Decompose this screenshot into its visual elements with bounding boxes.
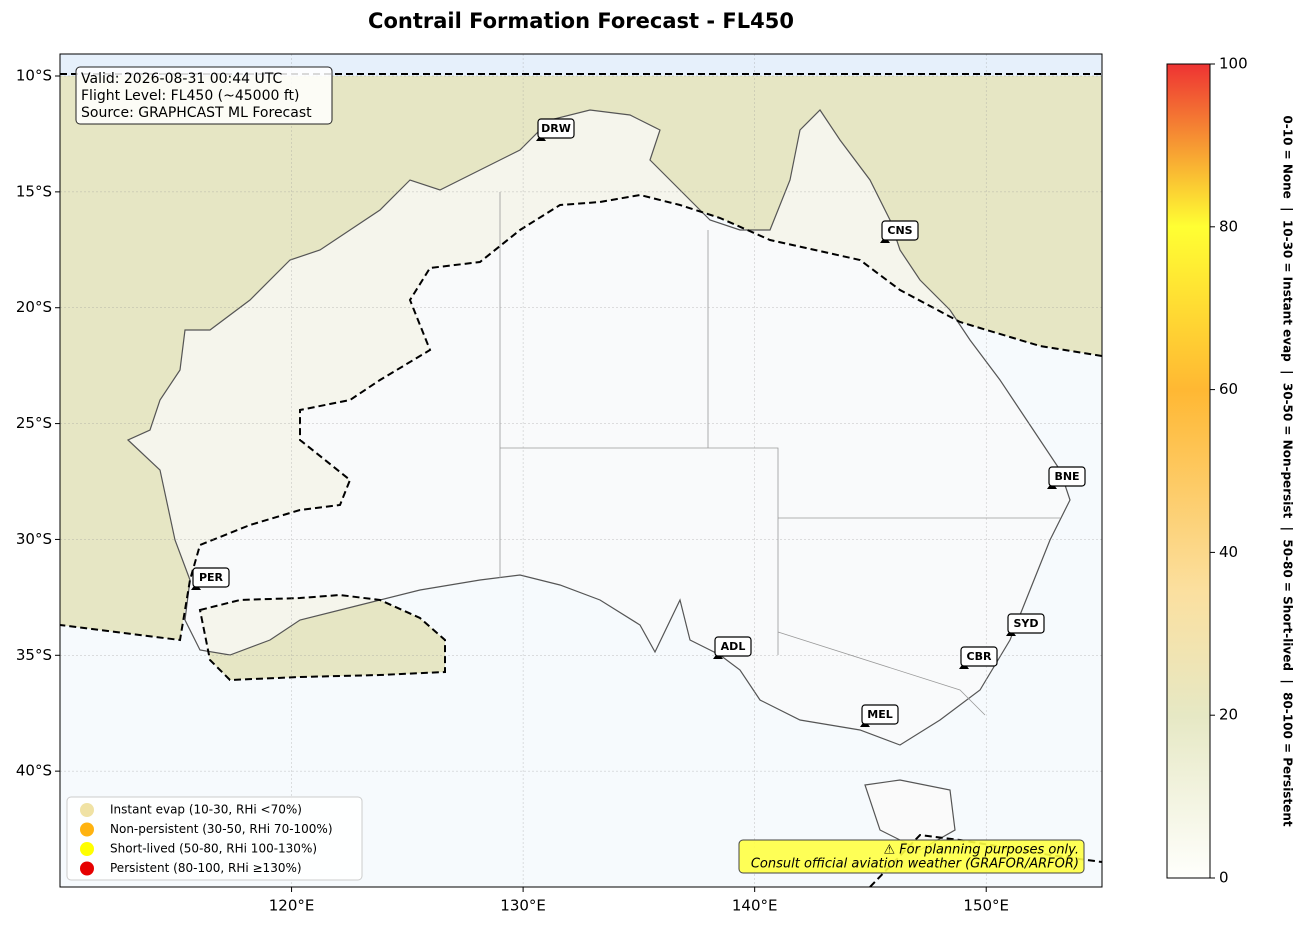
colorbar: 0-10 = None | 10-30 = Instant evap | 30-… bbox=[1166, 55, 1295, 887]
airports: DRW CNS BNE PER ADL SYD CBR MEL bbox=[191, 118, 1086, 727]
airport-label: CBR bbox=[967, 650, 992, 663]
colorbar-tick-label: 100 bbox=[1219, 55, 1248, 73]
y-tick-label: 35°S bbox=[16, 646, 52, 664]
info-line: Flight Level: FL450 (~45000 ft) bbox=[81, 88, 300, 104]
map-frame bbox=[59, 53, 1103, 888]
disclaimer-line: Consult official aviation weather (GRAFO… bbox=[751, 857, 1079, 872]
airport-label: SYD bbox=[1013, 617, 1038, 630]
x-tick-label: 120°E bbox=[269, 897, 315, 915]
title: Contrail Formation Forecast - FL450 bbox=[368, 9, 794, 33]
airport-label-box bbox=[881, 220, 919, 241]
colorbar-tick-label: 20 bbox=[1219, 706, 1238, 724]
x-tick-label: 140°E bbox=[732, 897, 778, 915]
legend-swatch bbox=[80, 822, 94, 837]
disclaimer-line: ⚠ For planning purposes only. bbox=[884, 843, 1080, 858]
airport-label: ADL bbox=[721, 640, 746, 653]
legend-swatch bbox=[80, 861, 94, 876]
axes: 120°E 130°E 140°E 150°E 10°S 15°S 20°S 25°S 30°S… bbox=[16, 67, 1009, 915]
info-box-frame bbox=[75, 66, 333, 125]
airport-label: DRW bbox=[541, 122, 571, 135]
airport-label: CNS bbox=[887, 224, 912, 237]
coastline bbox=[126, 109, 1071, 746]
y-tick-label: 20°S bbox=[16, 298, 52, 316]
airport-label-box bbox=[192, 567, 230, 588]
info-box: Valid: 2026-08-31 00:44 UTC Flight Level… bbox=[75, 66, 333, 125]
airport-label-box bbox=[714, 636, 752, 657]
tasmania bbox=[864, 779, 956, 851]
info-line: Source: GRAPHCAST ML Forecast bbox=[81, 105, 312, 121]
state-borders bbox=[499, 192, 1060, 716]
legend-swatch bbox=[80, 803, 94, 817]
legend-swatch bbox=[80, 842, 94, 856]
airport-label-box bbox=[960, 646, 998, 667]
y-tick-label: 25°S bbox=[16, 414, 52, 432]
legend-label: Short-lived (50-80, RHi 100-130%) bbox=[110, 842, 317, 856]
colorbar-label: 0-10 = None | 10-30 = Instant evap | 30-… bbox=[1281, 115, 1295, 826]
legend-label: Non-persistent (30-50, RHi 70-100%) bbox=[110, 822, 333, 836]
disclaimer: ⚠ For planning purposes only. Consult of… bbox=[738, 839, 1085, 874]
y-tick-label: 10°S bbox=[16, 67, 52, 85]
colorbar-tick-label: 80 bbox=[1219, 217, 1238, 235]
airport-label-box bbox=[537, 118, 575, 139]
contour-line bbox=[60, 73, 1102, 887]
legend-label: Instant evap (10-30, RHi <70%) bbox=[110, 803, 302, 817]
airport-label: BNE bbox=[1054, 470, 1079, 483]
grid bbox=[60, 54, 1102, 887]
colorbar-tick-label: 40 bbox=[1219, 543, 1238, 561]
colorbar-tick-label: 0 bbox=[1219, 869, 1229, 887]
airport-label-box bbox=[861, 704, 899, 725]
colorbar-ramp bbox=[1166, 63, 1211, 879]
x-tick-label: 130°E bbox=[500, 897, 546, 915]
legend-frame bbox=[66, 796, 363, 881]
airport-label-box bbox=[1048, 466, 1086, 487]
legend: Instant evap (10-30, RHi <70%) Non-persis… bbox=[66, 796, 363, 881]
x-tick-label: 150°E bbox=[963, 897, 1009, 915]
airport-label: PER bbox=[199, 571, 224, 584]
airport-label: MEL bbox=[867, 708, 892, 721]
y-tick-label: 30°S bbox=[16, 530, 52, 548]
map: DRW CNS BNE PER ADL SYD CBR MEL bbox=[60, 54, 1102, 887]
legend-label: Persistent (80-100, RHi ≥130%) bbox=[110, 861, 302, 875]
airport-label-box bbox=[1007, 613, 1045, 634]
y-tick-label: 40°S bbox=[16, 762, 52, 780]
y-tick-label: 15°S bbox=[16, 182, 52, 200]
disclaimer-frame bbox=[738, 839, 1085, 874]
info-line: Valid: 2026-08-31 00:44 UTC bbox=[81, 71, 282, 87]
colorbar-tick-label: 60 bbox=[1219, 380, 1238, 398]
